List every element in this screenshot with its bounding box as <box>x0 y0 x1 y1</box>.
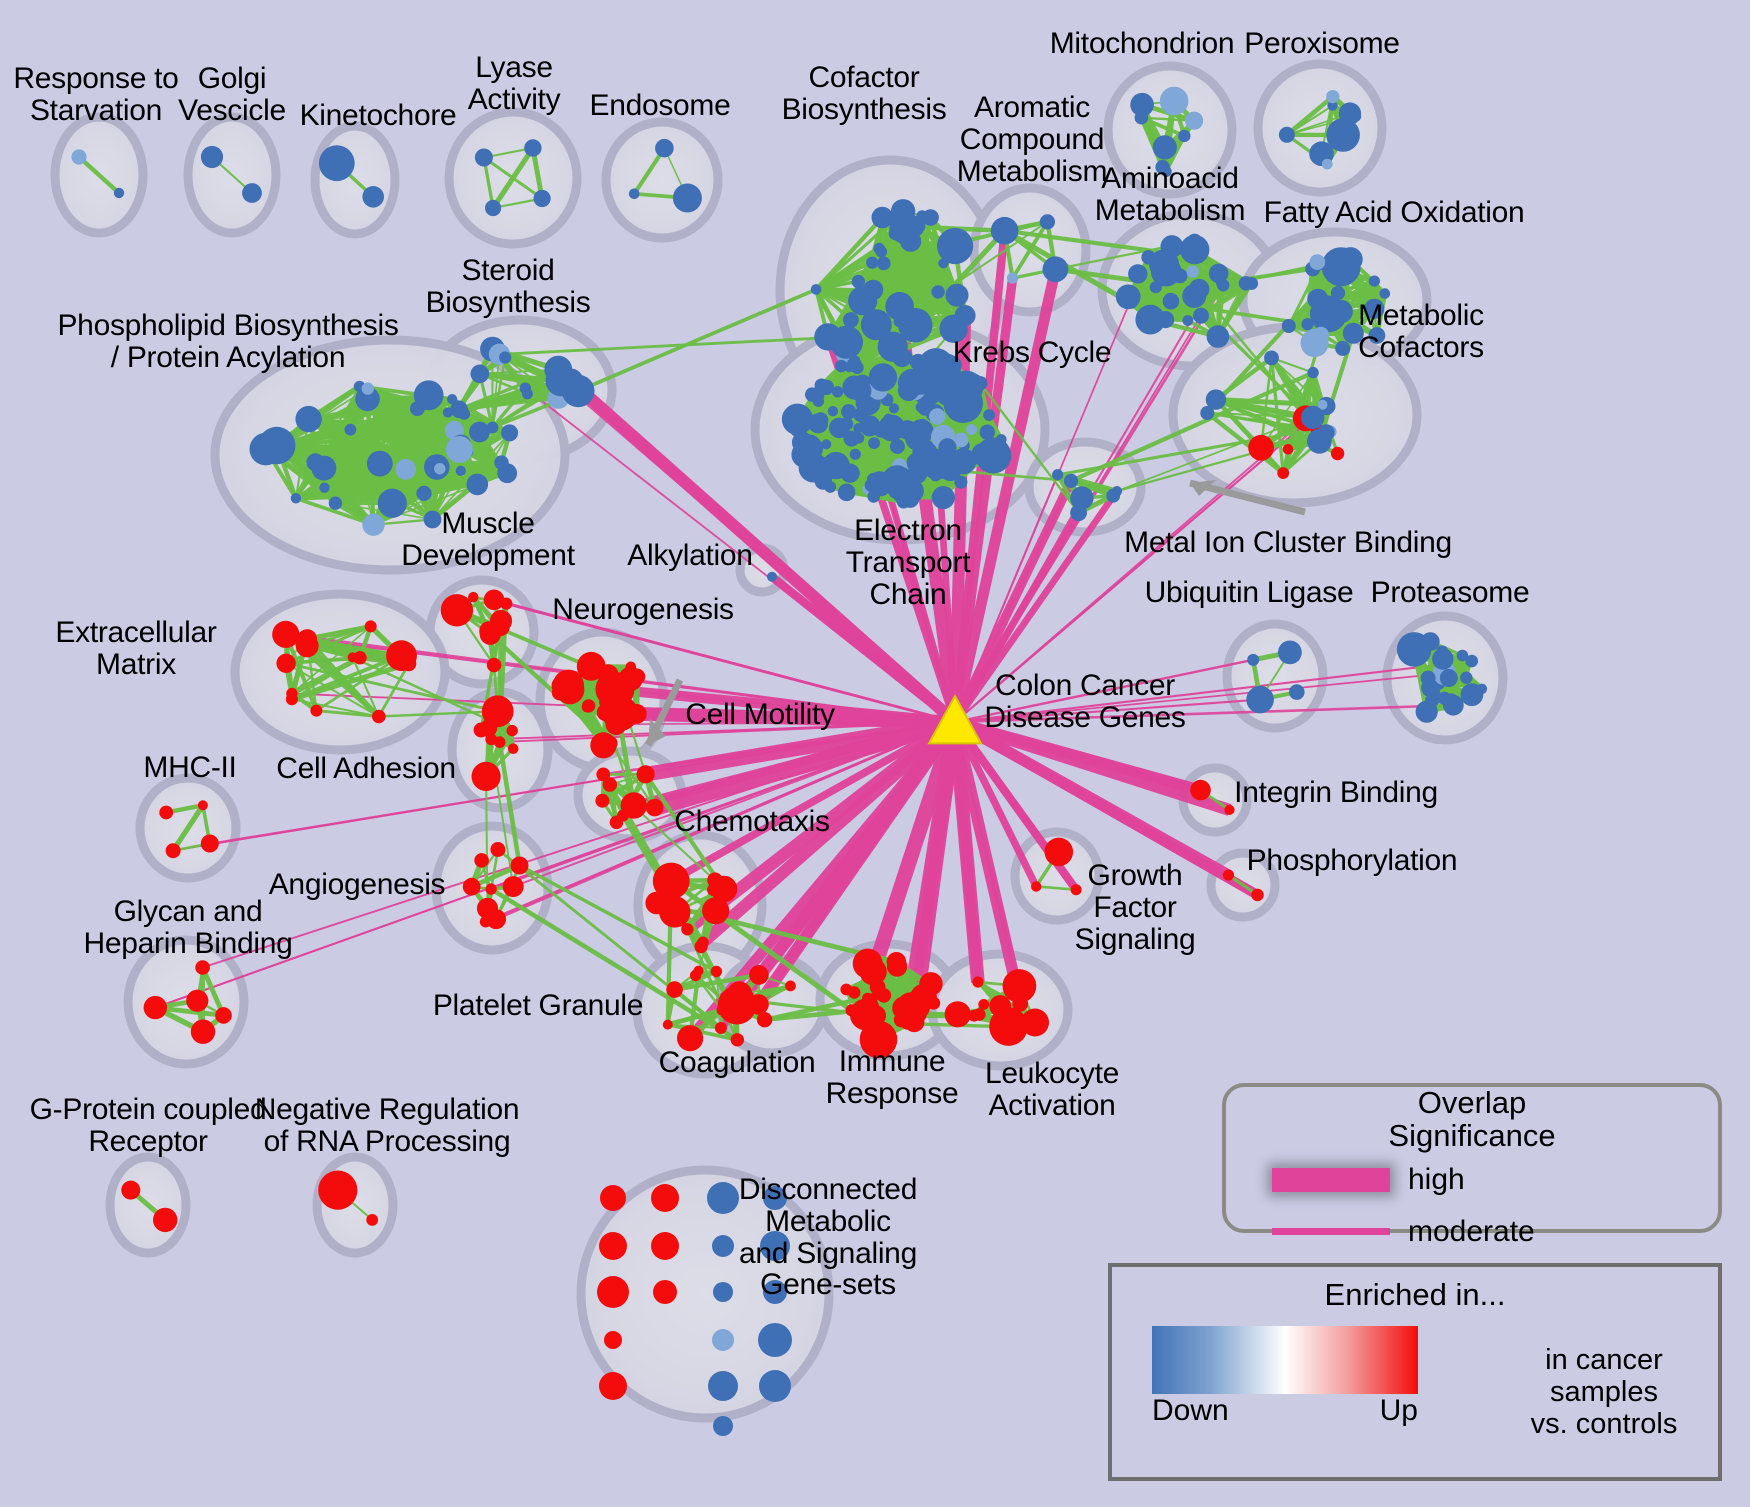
cluster-label-steroid-biosynthesis: Steroid Biosynthesis <box>425 254 591 319</box>
hub-node[interactable] <box>927 693 983 745</box>
legend-overlap-significance: Overlap Significance high moderate <box>1222 1083 1722 1248</box>
cluster-label-response-to-starvation: Response to Starvation <box>13 62 179 127</box>
high-significance-swatch <box>1272 1167 1390 1192</box>
cluster-label-aromatic-compound-metabolism: Aromatic Compound Metabolism <box>956 91 1108 188</box>
cluster-label-muscle-development: Muscle Development <box>401 507 575 572</box>
cluster-label-glycan-heparin-binding: Glycan and Heparin Binding <box>83 895 293 960</box>
cluster-label-cell-adhesion: Cell Adhesion <box>276 752 456 785</box>
cluster-label-mitochondrion: Mitochondrion <box>1049 27 1235 60</box>
callout-arrows <box>644 479 1306 747</box>
cluster-label-extracellular-matrix: Extracellular Matrix <box>55 616 217 681</box>
cluster-label-immune-response: Immune Response <box>825 1045 959 1110</box>
cluster-label-platelet-granule: Platelet Granule <box>432 989 644 1022</box>
cluster-label-cell-motility: Cell Motility <box>685 698 835 731</box>
cluster-label-coagulation: Coagulation <box>658 1046 816 1079</box>
cluster-label-leukocyte-activation: Leukocyte Activation <box>984 1057 1120 1122</box>
cluster-label-phospholipid-biosynthesis: Phospholipid Biosynthesis / Protein Acyl… <box>57 309 399 374</box>
cluster-label-golgi-vescicle: Golgi Vescicle <box>178 62 286 127</box>
cluster-label-alkylation: Alkylation <box>627 539 753 572</box>
cluster-label-metabolic-cofactors: Metabolic Cofactors <box>1358 299 1484 364</box>
cluster-label-g-protein-coupled-receptor: G-Protein coupled Receptor <box>29 1093 267 1158</box>
cluster-label-integrin-binding: Integrin Binding <box>1234 776 1438 809</box>
legend-overlap-title: Overlap Significance <box>1388 1085 1556 1153</box>
legend-overlap-item-high: high <box>1272 1163 1718 1197</box>
cluster-label-fatty-acid-oxidation: Fatty Acid Oxidation <box>1263 196 1525 229</box>
gene-set-nodes <box>71 86 1488 1436</box>
legend-enriched-in: Enriched in... Down Up in cancer samples… <box>1108 1263 1722 1481</box>
moderate-significance-label: moderate <box>1408 1214 1535 1248</box>
high-significance-label: high <box>1408 1162 1465 1196</box>
cluster-label-krebs-cycle: Krebs Cycle <box>952 336 1112 369</box>
cluster-label-growth-factor-signaling: Growth Factor Signaling <box>1074 859 1196 956</box>
cluster-label-negative-regulation-rna: Negative Regulation of RNA Processing <box>254 1093 520 1158</box>
cluster-label-aminoacid-metabolism: Aminoacid Metabolism <box>1094 162 1246 227</box>
colorbar-high-label: Up <box>1379 1393 1418 1427</box>
cluster-label-mhc-ii: MHC-II <box>143 751 237 784</box>
colorbar-side-note: in cancer samples vs. controls <box>1530 1344 1678 1440</box>
hub-label-colon-cancer-disease-genes: Colon Cancer Disease Genes <box>984 669 1186 734</box>
cluster-label-lyase-activity: Lyase Activity <box>467 51 561 116</box>
cluster-label-cofactor-biosynthesis: Cofactor Biosynthesis <box>781 61 947 126</box>
colorbar-low-label: Down <box>1152 1393 1229 1427</box>
cluster-label-endosome: Endosome <box>589 89 731 122</box>
cluster-label-disconnected-gene-sets: Disconnected Metabolic and Signaling Gen… <box>738 1173 918 1302</box>
cluster-label-angiogenesis: Angiogenesis <box>268 868 446 901</box>
cluster-label-proteasome: Proteasome <box>1370 576 1530 609</box>
cluster-label-phosphorylation: Phosphorylation <box>1246 844 1458 877</box>
cluster-label-chemotaxis: Chemotaxis <box>674 805 830 838</box>
cluster-label-metal-ion-cluster-binding: Metal Ion Cluster Binding <box>1124 526 1452 559</box>
cluster-label-peroxisome: Peroxisome <box>1244 27 1400 60</box>
cluster-label-electron-transport-chain: Electron Transport Chain <box>845 514 971 611</box>
moderate-significance-swatch <box>1272 1228 1390 1236</box>
colorbar-end-labels: Down Up <box>1152 1394 1418 1428</box>
cluster-label-kinetochore: Kinetochore <box>299 99 457 132</box>
legend-enriched-title: Enriched in... <box>1324 1277 1506 1312</box>
legend-overlap-item-moderate: moderate <box>1272 1215 1718 1249</box>
cluster-label-ubiquitin-ligase: Ubiquitin Ligase <box>1144 576 1354 609</box>
cluster-label-neurogenesis: Neurogenesis <box>552 593 734 626</box>
enrichment-colorbar <box>1152 1325 1418 1394</box>
